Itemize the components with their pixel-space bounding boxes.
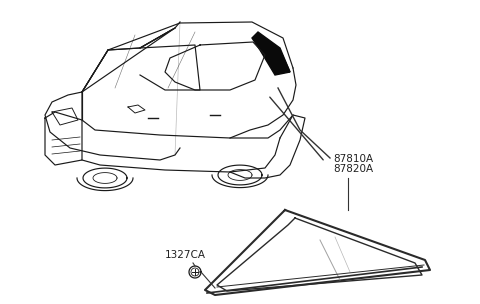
Polygon shape [258,35,290,72]
Polygon shape [252,32,290,75]
Text: 87810A: 87810A [333,154,373,164]
Text: 1327CA: 1327CA [165,250,206,260]
Text: 87820A: 87820A [333,164,373,174]
